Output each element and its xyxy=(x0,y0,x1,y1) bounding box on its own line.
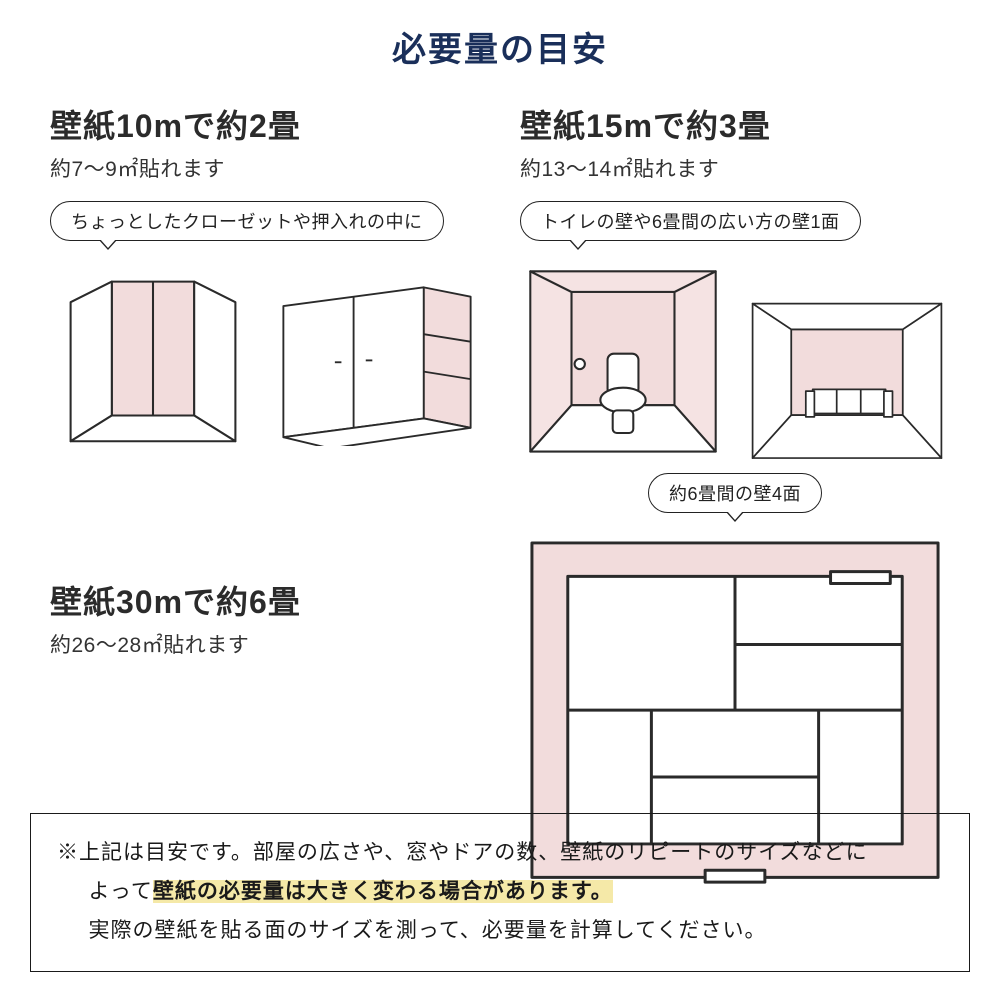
illus-closet xyxy=(50,261,256,446)
cell-10m: 壁紙10mで約2畳 約7〜9㎡貼れます ちょっとしたクローゼットや押入れの中に xyxy=(50,101,480,467)
note-line-3: 実際の壁紙を貼る面のサイズを測って、必要量を計算してください。 xyxy=(57,912,943,951)
cell-10m-sub: 約7〜9㎡貼れます xyxy=(50,153,480,183)
cell-10m-heading: 壁紙10mで約2畳 xyxy=(50,101,480,147)
illus-room-one-wall xyxy=(744,295,950,467)
cell-15m-bubble: トイレの壁や6畳間の広い方の壁1面 xyxy=(520,201,861,241)
illus-toilet xyxy=(520,261,726,467)
cell-10m-bubble: ちょっとしたクローゼットや押入れの中に xyxy=(50,201,444,241)
note-line-3-text: 実際の壁紙を貼る面のサイズを測って、必要量を計算してください。 xyxy=(89,919,767,942)
cell-30m-heading: 壁紙30mで約6畳 xyxy=(50,577,480,623)
note-line-1-text: ※上記は目安です。部屋の広さや、窓やドアの数、壁紙のリピートのサイズなどに xyxy=(57,841,868,864)
note-box: ※上記は目安です。部屋の広さや、窓やドアの数、壁紙のリピートのサイズなどに よっ… xyxy=(30,813,970,972)
guide-grid: 壁紙10mで約2畳 約7〜9㎡貼れます ちょっとしたクローゼットや押入れの中に xyxy=(0,71,1000,889)
cell-15m: 壁紙15mで約3畳 約13〜14㎡貼れます トイレの壁や6畳間の広い方の壁1面 xyxy=(520,101,950,467)
note-line-2: よって壁紙の必要量は大きく変わる場合があります。 xyxy=(57,873,943,912)
illus-oshiire xyxy=(274,278,480,447)
cell-15m-sub: 約13〜14㎡貼れます xyxy=(520,153,950,183)
cell-30m-bubble: 約6畳間の壁4面 xyxy=(648,473,822,513)
cell-30m-sub: 約26〜28㎡貼れます xyxy=(50,629,480,659)
note-highlight: 壁紙の必要量は大きく変わる場合があります。 xyxy=(153,880,613,903)
note-line-1: ※上記は目安です。部屋の広さや、窓やドアの数、壁紙のリピートのサイズなどに xyxy=(57,834,943,873)
note-line-2-prefix: よって xyxy=(89,880,153,903)
page-title: 必要量の目安 xyxy=(0,0,1000,71)
cell-15m-heading: 壁紙15mで約3畳 xyxy=(520,101,950,147)
